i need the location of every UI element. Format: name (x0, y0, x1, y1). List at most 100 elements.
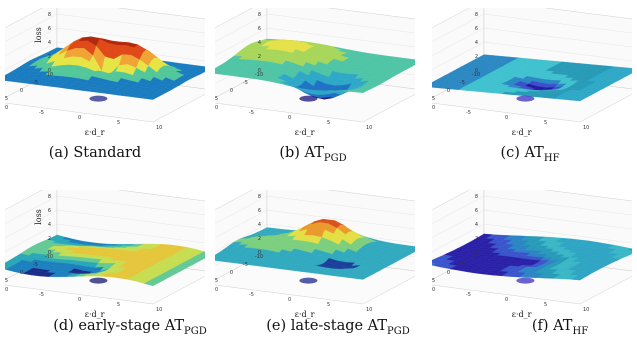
x-axis-label: ε·d_r (512, 310, 532, 319)
caption-text: (b) AT (279, 145, 324, 161)
z-tick-label: 6 (48, 26, 51, 32)
caption-e: (e) late-stage ATPGD (266, 318, 410, 337)
grid-line (432, 223, 632, 252)
caption-subscript: PGD (323, 152, 347, 164)
surface-facet (410, 59, 415, 62)
z-tick-label: 4 (258, 222, 261, 228)
y-tick-label: 0 (447, 270, 450, 276)
x-tick-label: -10 (215, 105, 218, 111)
z-tick-label: 4 (475, 40, 478, 46)
y-tick-label: -5 (33, 80, 38, 86)
x-tick-label: -5 (249, 110, 254, 116)
x-tick-label: 0 (288, 297, 291, 303)
caption-text: (f) AT (531, 318, 573, 334)
z-tick-label: 0 (48, 250, 51, 256)
surface-minimum (516, 277, 535, 284)
y-tick-label: -5 (33, 262, 38, 268)
y-tick-label: -10 (45, 254, 53, 260)
x-tick-label: -5 (466, 292, 471, 298)
x-tick-label: 0 (78, 297, 81, 303)
z-tick-label: 2 (48, 54, 51, 60)
grid-line (215, 27, 415, 56)
x-tick-label: 5 (327, 302, 330, 308)
x-tick-label: -5 (39, 110, 44, 116)
x-tick-label: 5 (117, 120, 120, 126)
z-tick-label: 2 (475, 236, 478, 242)
grid-line (215, 195, 415, 224)
surface-facet (570, 98, 584, 102)
y-tick-label: 5 (215, 96, 218, 102)
y-tick-label: -10 (45, 72, 53, 78)
caption-subscript: HF (543, 152, 560, 164)
x-tick-label: -10 (5, 105, 8, 111)
z-tick-label: 2 (258, 54, 261, 60)
caption-subscript: PGD (184, 325, 207, 337)
caption-a: (a) Standard (49, 145, 141, 161)
z-tick-label: 4 (475, 222, 478, 228)
grid-line (215, 223, 415, 252)
y-tick-label: -5 (460, 80, 465, 86)
z-tick-label: 8 (475, 12, 478, 18)
grid-line (215, 209, 415, 238)
surface-minimum (299, 277, 318, 284)
x-tick-label: 0 (505, 297, 508, 303)
grid-line (5, 27, 205, 56)
y-tick-label: -5 (243, 80, 248, 86)
surface-minimum (89, 95, 108, 102)
caption-subscript: PGD (387, 325, 410, 337)
y-tick-label: 0 (447, 88, 450, 94)
grid-line (432, 41, 632, 70)
x-tick-label: 0 (78, 115, 81, 121)
y-tick-label: -5 (243, 262, 248, 268)
z-tick-label: 0 (258, 68, 261, 74)
grid-line (5, 223, 205, 252)
z-tick-label: 8 (475, 194, 478, 200)
x-tick-label: -5 (39, 292, 44, 298)
x-tick-label: 10 (583, 307, 589, 313)
z-tick-label: 8 (258, 194, 261, 200)
z-axis-label: loss (34, 27, 43, 43)
z-tick-label: 0 (48, 68, 51, 74)
grid-line (5, 41, 205, 70)
z-tick-label: 4 (48, 40, 51, 46)
surface-facet (354, 90, 367, 93)
y-tick-label: 5 (432, 96, 435, 102)
x-axis-label: ε·d_r (85, 128, 105, 137)
x-tick-label: 10 (156, 307, 162, 313)
x-axis-label: ε·d_r (512, 128, 532, 137)
z-tick-label: 6 (258, 208, 261, 214)
x-tick-label: -10 (432, 287, 435, 293)
surface-minimum (299, 95, 318, 102)
z-tick-label: 8 (48, 194, 51, 200)
z-tick-label: 0 (258, 250, 261, 256)
grid-line (432, 13, 632, 42)
grid-line (5, 209, 205, 238)
y-tick-label: -5 (460, 262, 465, 268)
z-tick-label: 2 (258, 236, 261, 242)
surface-facet (627, 68, 632, 71)
surface-facet (200, 251, 205, 255)
caption-text: (a) Standard (48, 145, 142, 161)
caption-text: (c) AT (500, 145, 544, 161)
y-tick-label: 0 (20, 88, 23, 94)
z-axis-label: loss (34, 209, 43, 225)
caption-c: (c) ATHF (500, 145, 559, 164)
z-tick-label: 8 (48, 12, 51, 18)
x-tick-label: 5 (117, 302, 120, 308)
caption-f: (f) ATHF (532, 318, 588, 337)
surface-facet (627, 248, 632, 252)
y-tick-label: -10 (472, 254, 480, 260)
grid-line (432, 209, 632, 238)
z-tick-label: 6 (475, 26, 478, 32)
z-tick-label: 2 (475, 54, 478, 60)
z-tick-label: 0 (475, 68, 478, 74)
caption-b: (b) ATPGD (279, 145, 346, 164)
y-tick-label: 0 (20, 270, 23, 276)
z-tick-label: 2 (48, 236, 51, 242)
